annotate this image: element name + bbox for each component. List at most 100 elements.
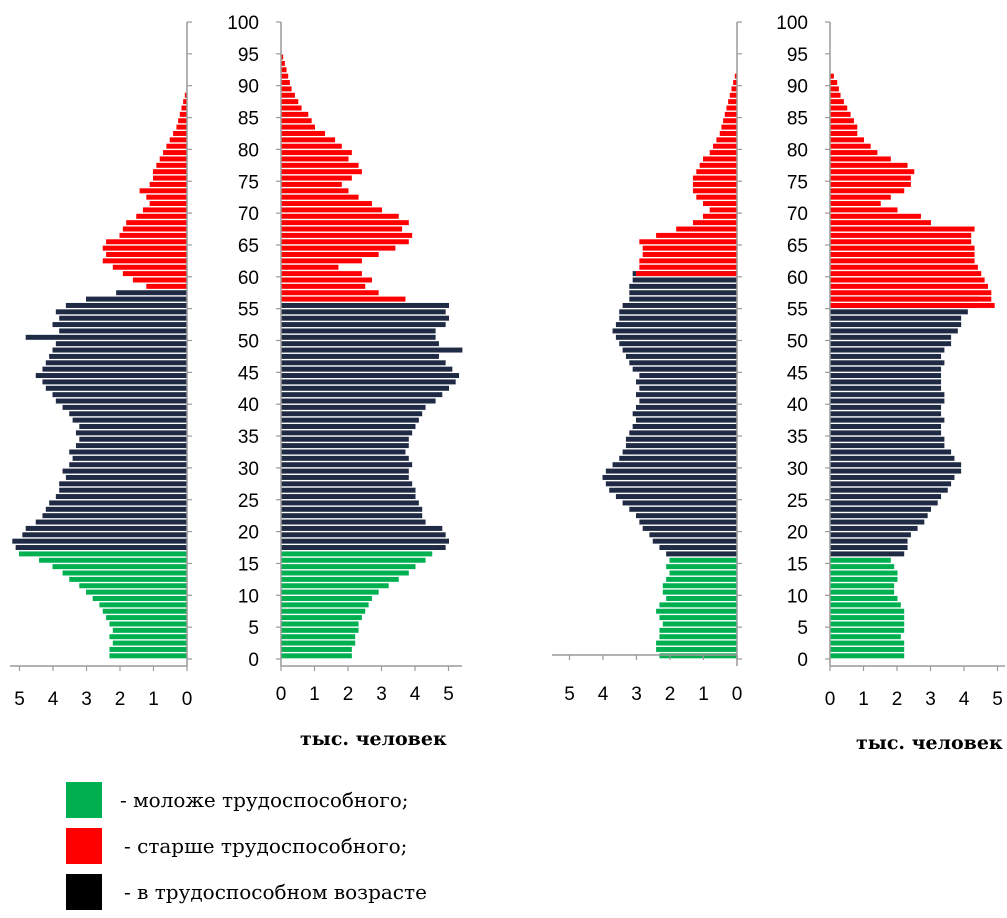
- bar-pyramid-2-left-age-16: [666, 551, 737, 557]
- bar-pyramid-1-left-age-14: [52, 564, 187, 570]
- bar-pyramid-1-left-age-80: [166, 143, 187, 149]
- y-tick-label-pyramid-1-right-90: 90: [238, 77, 259, 98]
- bar-pyramid-1-left-age-25: [55, 494, 187, 500]
- bar-pyramid-1-left-age-24: [49, 500, 187, 506]
- bar-pyramid-1-right-age-63: [281, 252, 379, 257]
- bar-pyramid-1-left-age-39: [62, 404, 187, 410]
- bar-pyramid-2-right-age-38: [830, 411, 942, 417]
- bar-pyramid-1-right-age-87: [281, 99, 299, 105]
- bar-pyramid-2-left-age-51: [612, 328, 737, 334]
- bar-pyramid-1-right-age-72: [281, 194, 359, 200]
- bar-pyramid-1-right-age-48: [281, 347, 463, 353]
- bar-pyramid-2-right-age-22: [830, 513, 928, 519]
- bar-pyramid-2-right-age-66: [830, 232, 972, 238]
- bar-pyramid-1-right-age-46: [281, 360, 446, 366]
- y-tick-label-pyramid-2-right-0: 0: [797, 650, 808, 671]
- bar-pyramid-1-left-age-88: [184, 92, 187, 98]
- bar-pyramid-2-right-age-20: [830, 525, 918, 531]
- bar-pyramid-1-left-age-70: [142, 207, 187, 213]
- x-tick-label-pyramid-1-right-4: 4: [410, 684, 421, 705]
- bar-pyramid-2-left-age-53: [619, 315, 737, 321]
- y-tick-label-pyramid-2-right-15: 15: [787, 554, 808, 575]
- bar-pyramid-2-left-age-34: [625, 436, 737, 442]
- bar-pyramid-2-right-age-4: [830, 627, 905, 633]
- bar-pyramid-1-left-age-79: [163, 150, 187, 156]
- bar-pyramid-2-left-age-40: [639, 398, 737, 404]
- bar-pyramid-1-right-age-45: [281, 366, 453, 372]
- bar-pyramid-1-left-age-42: [45, 385, 187, 391]
- bar-pyramid-1-left-age-20: [25, 525, 187, 531]
- x-tick-label-pyramid-2-right-2: 2: [892, 689, 903, 710]
- bar-pyramid-1-right-age-22: [281, 513, 423, 519]
- bar-pyramid-2-left-age-58: [629, 283, 737, 289]
- bar-pyramid-2-right-age-68: [830, 220, 931, 226]
- bar-pyramid-1-left-age-13: [62, 570, 187, 576]
- bar-pyramid-1-right-age-16: [281, 551, 433, 557]
- bar-pyramid-2-left-age-77: [699, 162, 737, 168]
- bar-pyramid-2-right-age-23: [830, 506, 931, 512]
- x-tick-label-pyramid-2-left-3: 3: [631, 684, 642, 705]
- x-tick-label-pyramid-2-left-0: 0: [732, 684, 743, 705]
- bar-pyramid-2-right-age-58: [830, 283, 988, 289]
- bar-pyramid-1-right-age-54: [281, 309, 446, 315]
- x-tick-label-pyramid-1-left-2: 2: [115, 689, 126, 710]
- bar-pyramid-1-left-age-69: [136, 213, 187, 219]
- bar-pyramid-1-left-age-53: [59, 315, 187, 321]
- bar-pyramid-1-right-age-78: [281, 156, 349, 162]
- bar-pyramid-2-right-age-24: [830, 500, 938, 506]
- bar-pyramid-1-right-age-9: [281, 596, 372, 601]
- x-tick-label-pyramid-2-right-0: 0: [825, 689, 836, 710]
- bar-pyramid-1-right-age-32: [281, 449, 406, 455]
- bar-pyramid-1-left-age-45: [42, 366, 187, 372]
- y-tick-label-pyramid-2-right-65: 65: [787, 236, 808, 257]
- bar-pyramid-2-right-age-49: [830, 341, 952, 347]
- x-tick-label-pyramid-1-left-1: 1: [148, 689, 159, 710]
- y-tick-label-pyramid-1-right-5: 5: [248, 618, 259, 639]
- y-tick-label-pyramid-1-right-15: 15: [238, 554, 259, 575]
- bar-pyramid-2-right-age-26: [830, 487, 948, 493]
- bar-pyramid-2-right-age-56: [830, 296, 992, 302]
- y-tick-label-pyramid-2-right-75: 75: [787, 172, 808, 193]
- bar-pyramid-1-left-age-18: [12, 538, 187, 544]
- bar-pyramid-1-left-age-31: [72, 455, 187, 461]
- bar-pyramid-2-right-age-73: [830, 188, 905, 194]
- bar-pyramid-2-right-age-48: [830, 347, 945, 353]
- x-tick-label-pyramid-2-left-1: 1: [698, 684, 709, 705]
- bar-pyramid-2-right-age-10: [830, 589, 895, 595]
- bar-pyramid-1-right-age-38: [281, 411, 423, 417]
- bar-pyramid-1-right-age-25: [281, 494, 416, 500]
- x-tick-label-pyramid-2-right-3: 3: [925, 689, 936, 710]
- bar-pyramid-1-left-age-75: [153, 175, 187, 181]
- bar-pyramid-1-right-age-0: [281, 653, 352, 659]
- bar-pyramid-1-right-age-43: [281, 379, 456, 385]
- bar-pyramid-2-left-age-65: [639, 239, 737, 245]
- bar-pyramid-2-left-age-19: [649, 532, 737, 538]
- bar-pyramid-1-right-age-15: [281, 557, 426, 563]
- population-pyramids-chart: 5 4 3 2 1 00510152025303540455055606570758085…: [10, 13, 1005, 754]
- bar-pyramid-1-right-age-71: [281, 201, 372, 207]
- bar-pyramid-2-left-age-46: [629, 360, 737, 366]
- y-tick-label-pyramid-1-right-0: 0: [248, 650, 259, 671]
- bar-pyramid-2-left-age-38: [632, 411, 737, 417]
- bar-pyramid-2-left-age-5: [662, 621, 737, 627]
- bar-pyramid-2-right-age-57: [830, 290, 992, 296]
- bar-pyramid-1-right-age-53: [281, 315, 449, 321]
- bar-pyramid-1-left-age-9: [92, 596, 187, 601]
- bar-pyramid-2-right-age-3: [830, 634, 901, 640]
- bar-pyramid-2-right-age-19: [830, 532, 911, 538]
- bar-pyramid-2-left-age-91: [734, 73, 737, 79]
- bar-pyramid-1-right-age-73: [281, 188, 349, 194]
- bar-pyramid-1-right-age-86: [281, 105, 302, 111]
- bar-pyramid-2-right-age-64: [830, 245, 975, 251]
- legend-swatch-younger: [66, 782, 102, 818]
- bar-pyramid-2-right-age-6: [830, 615, 905, 621]
- bar-pyramid-1-left-age-15: [39, 557, 187, 563]
- bar-pyramid-1-right-age-83: [281, 124, 315, 130]
- bar-pyramid-1-left-age-8: [99, 602, 187, 608]
- bar-pyramid-1-right-age-92: [281, 67, 287, 73]
- bar-pyramid-2-right-age-40: [830, 398, 945, 404]
- bar-pyramid-1-right-age-80: [281, 143, 342, 149]
- bar-pyramid-2-right-age-16: [830, 551, 905, 557]
- bar-pyramid-2-left-age-41: [636, 392, 737, 398]
- bar-pyramid-1-right-age-85: [281, 111, 309, 117]
